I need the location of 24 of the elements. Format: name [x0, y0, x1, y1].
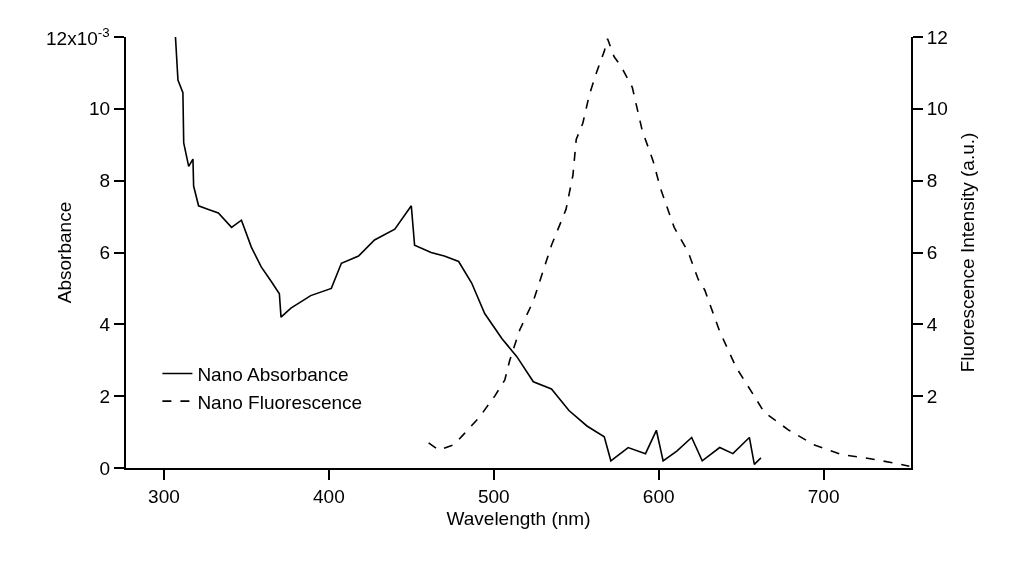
y2-tick-label: 12	[926, 26, 948, 48]
y2-axis-title: Fluorescence Intensity (a.u.)	[957, 132, 979, 373]
text: 12x10$^{-3}$	[46, 25, 110, 49]
y-tick-label: 4	[99, 313, 111, 335]
y-axis-title: Absorbance	[54, 201, 76, 304]
x-tick-label: 500	[477, 485, 510, 507]
y-tick-label: 10	[89, 98, 111, 120]
y-tick-label: 6	[99, 242, 111, 264]
legend-label: Nano Absorbance	[197, 363, 349, 385]
y-tick-label: 0	[99, 457, 111, 479]
line-series	[174, 37, 762, 466]
x-tick-label: 300	[148, 485, 180, 507]
y2-tick-label: 2	[926, 385, 938, 407]
y-tick-label: 2	[99, 385, 111, 407]
y2-tick-label: 4	[926, 313, 938, 335]
y2-tick-label: 10	[926, 98, 948, 120]
y-tick-label: 8	[99, 170, 111, 192]
x-tick-label: 400	[313, 485, 345, 507]
legend-label: Nano Fluorescence	[197, 391, 363, 413]
y2-tick-label: 6	[926, 242, 938, 264]
x-tick-label: 700	[807, 485, 840, 507]
x-tick-label: 600	[642, 485, 675, 507]
x-axis-title: Wavelength (nm)	[446, 508, 591, 530]
y2-tick-label: 8	[926, 170, 938, 192]
